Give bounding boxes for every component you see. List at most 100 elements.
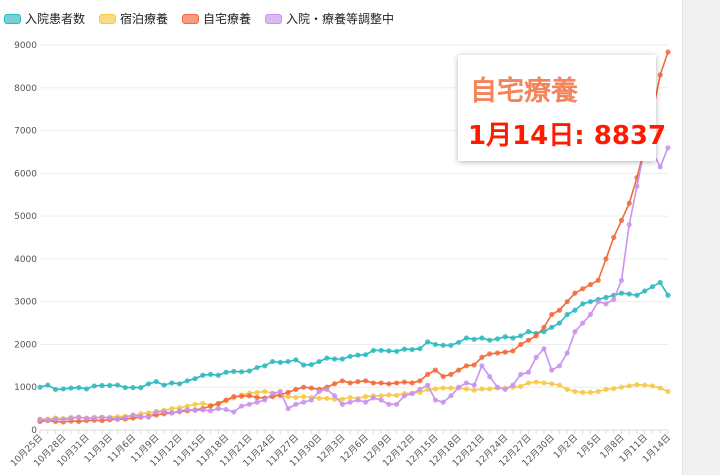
data-point: [417, 386, 423, 392]
data-point: [564, 311, 570, 318]
data-point: [269, 391, 276, 397]
data-point: [238, 403, 245, 409]
data-point: [471, 362, 477, 368]
data-point: [533, 354, 539, 360]
scrollbar-track[interactable]: [682, 0, 720, 475]
data-point: [626, 291, 632, 297]
data-point: [215, 372, 221, 378]
data-point: [463, 335, 470, 341]
data-point: [285, 358, 291, 365]
data-point: [401, 393, 407, 399]
data-point: [60, 386, 66, 392]
data-point: [262, 363, 268, 369]
data-point: [114, 382, 121, 388]
data-point: [440, 342, 446, 348]
data-point: [293, 357, 299, 363]
data-point: [487, 351, 493, 357]
data-point: [549, 311, 555, 318]
data-point: [564, 386, 570, 392]
data-point: [525, 380, 532, 386]
data-point: [487, 337, 493, 343]
data-point: [595, 388, 601, 395]
data-point: [448, 385, 454, 391]
data-point: [99, 382, 105, 389]
data-point: [145, 381, 152, 387]
data-point: [518, 341, 524, 348]
data-point: [285, 406, 291, 412]
data-point: [471, 382, 477, 388]
data-point: [363, 394, 369, 400]
data-point: [301, 384, 307, 390]
data-point: [665, 49, 671, 55]
y-tick-label: 2000: [14, 340, 37, 350]
data-point: [301, 399, 307, 405]
data-point: [176, 408, 183, 414]
data-point: [487, 386, 493, 392]
series-line: [39, 146, 669, 422]
data-point: [549, 324, 555, 330]
data-point: [169, 406, 175, 412]
data-point: [153, 379, 159, 385]
legend-item[interactable]: 自宅療養: [182, 10, 251, 27]
data-point: [238, 369, 245, 375]
data-point: [285, 394, 291, 400]
data-point: [432, 397, 439, 403]
data-point: [107, 415, 113, 421]
data-point: [425, 339, 431, 345]
data-point: [440, 399, 446, 405]
y-tick-label: 1000: [14, 383, 37, 393]
data-point: [649, 284, 656, 290]
data-point: [665, 145, 671, 151]
data-point: [556, 382, 563, 388]
data-point: [386, 401, 392, 407]
data-point: [417, 346, 423, 352]
data-point: [231, 394, 237, 400]
data-point: [238, 393, 245, 399]
legend-item[interactable]: 宿泊療養: [99, 10, 168, 27]
data-point: [355, 352, 361, 358]
data-point: [161, 382, 167, 388]
data-point: [401, 346, 407, 352]
data-point: [611, 385, 617, 392]
tooltip: 自宅療養 1月14日: 8837: [458, 55, 666, 161]
data-point: [293, 394, 299, 401]
data-point: [161, 409, 167, 415]
data-point: [642, 382, 648, 388]
data-point: [394, 348, 400, 354]
data-point: [308, 361, 314, 368]
data-point: [130, 385, 136, 391]
data-point: [308, 397, 314, 403]
data-point: [494, 384, 501, 390]
data-point: [339, 356, 345, 362]
data-point: [169, 410, 175, 416]
data-point: [479, 386, 485, 392]
data-point: [254, 394, 260, 401]
data-point: [618, 384, 625, 390]
data-point: [611, 296, 617, 303]
y-tick-label: 3000: [14, 298, 37, 308]
data-point: [549, 381, 555, 387]
legend-swatch: [99, 13, 117, 24]
data-point: [518, 371, 524, 377]
data-point: [518, 383, 524, 389]
data-point: [262, 388, 268, 395]
data-point: [130, 412, 136, 418]
legend-label: 入院患者数: [25, 12, 86, 26]
data-point: [91, 383, 97, 389]
data-point: [301, 362, 307, 368]
legend-item[interactable]: 入院・療養等調整中: [265, 10, 394, 27]
series-3: [37, 145, 671, 423]
legend-item[interactable]: 入院患者数: [4, 10, 85, 27]
data-point: [432, 367, 439, 373]
series-line: [39, 381, 669, 421]
data-point: [510, 382, 516, 388]
data-point: [68, 385, 74, 391]
data-point: [332, 356, 338, 362]
data-point: [657, 279, 663, 286]
data-point: [45, 382, 51, 388]
data-point: [541, 380, 547, 386]
data-point: [479, 335, 485, 341]
data-point: [510, 348, 516, 354]
data-point: [634, 183, 640, 189]
